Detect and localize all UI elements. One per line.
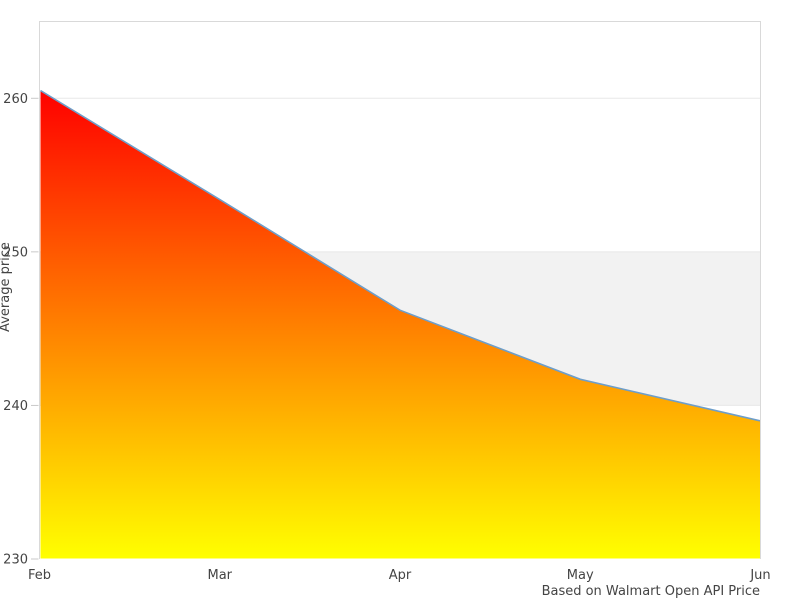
y-axis-title: Average price [0, 242, 13, 332]
y-tick-label: 240 [3, 399, 28, 414]
series-line [40, 89, 761, 422]
x-tick-label: Feb [28, 568, 51, 583]
area-series [40, 90, 760, 559]
y-tick-label: 230 [3, 553, 28, 568]
x-tick-label: May [567, 568, 594, 583]
x-tick-label: Jun [749, 568, 770, 583]
y-axis-ticks: 230 240 250 260 [3, 92, 39, 568]
x-tick-label: Apr [389, 568, 412, 583]
y-tick-label: 260 [3, 92, 28, 107]
x-tick-label: Mar [207, 568, 232, 583]
chart-caption: Based on Walmart Open API Price [542, 584, 760, 599]
x-axis-ticks: Feb Mar Apr May Jun [28, 568, 771, 583]
plot-border [39, 21, 761, 559]
y-tick-label: 250 [3, 245, 28, 260]
